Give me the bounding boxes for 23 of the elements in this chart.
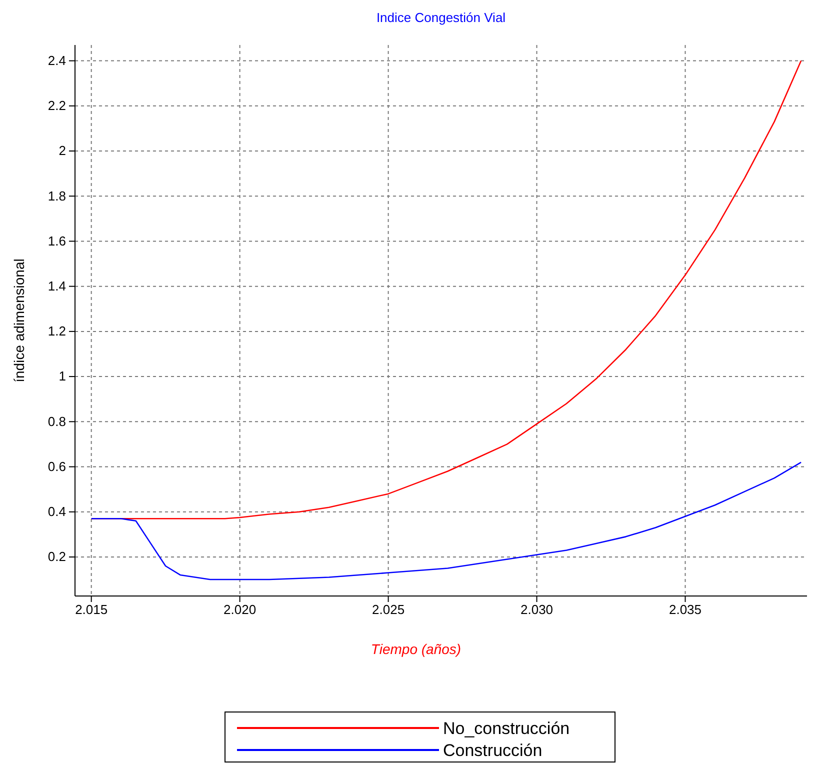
y-tick-label: 1	[58, 368, 66, 384]
x-tick-label: 2.015	[75, 602, 108, 618]
x-axis-title: Tiempo (años)	[370, 641, 462, 657]
x-tick-label: 2.025	[372, 602, 405, 618]
y-axis-title: índice adimensional	[11, 258, 27, 382]
y-tick-label: 0.6	[48, 458, 66, 474]
y-tick-label: 0.4	[48, 504, 66, 520]
x-tick-label: 2.020	[224, 602, 256, 618]
chart-title: Indice Congestión Vial	[376, 10, 506, 25]
y-tick-label: 1.6	[48, 233, 66, 248]
legend-label: No_construcción	[443, 719, 570, 738]
line-series	[90, 462, 802, 580]
y-tick-label: 0.2	[48, 549, 66, 564]
y-tick-label: 1.8	[48, 188, 66, 204]
legend-label: Construcción	[443, 741, 542, 760]
y-tick-label: 2.2	[48, 98, 66, 114]
y-tick-label: 1.4	[48, 278, 66, 294]
x-tick-label: 2.035	[668, 602, 702, 618]
y-tick-label: 0.8	[48, 414, 66, 429]
x-tick-label: 2.030	[520, 602, 554, 618]
y-tick-label: 2.4	[48, 52, 66, 68]
y-tick-label: 2	[58, 143, 66, 158]
y-tick-label: 1.2	[48, 324, 66, 339]
